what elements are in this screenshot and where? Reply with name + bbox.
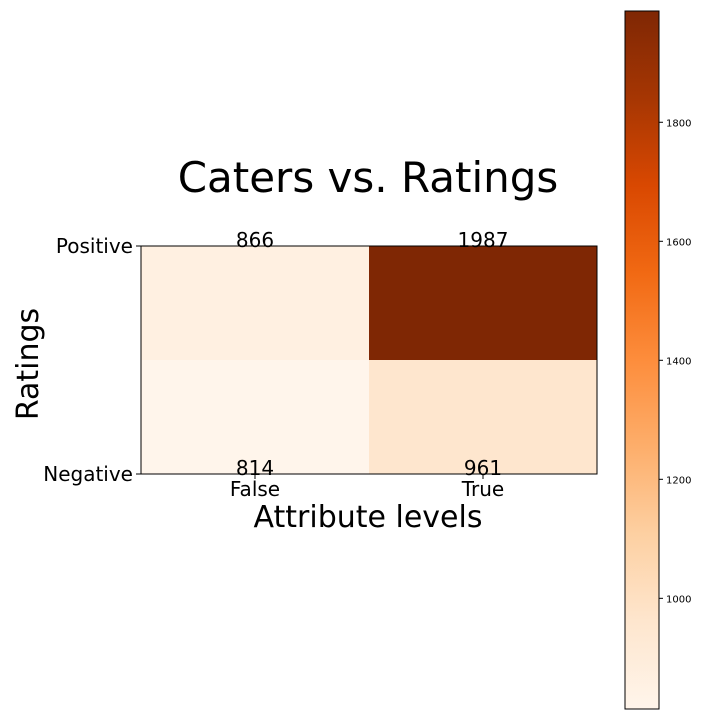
colorbar-tick-label: 1000 — [666, 594, 691, 605]
x-axis-label: Attribute levels — [254, 500, 483, 535]
colorbar-tick-label: 1200 — [666, 475, 691, 486]
heatmap-cell-true-positive — [369, 246, 597, 360]
y-axis-label: Ratings — [11, 308, 46, 420]
y-tick-label: Negative — [43, 462, 133, 486]
x-tick-label: False — [230, 477, 280, 501]
cell-value-label: 1987 — [458, 228, 509, 252]
chart-title: Caters vs. Ratings — [178, 153, 559, 202]
plot-frame — [140, 245, 598, 475]
heatmap-cell-false-positive — [141, 246, 369, 360]
heatmap-cell-false-negative — [141, 360, 369, 474]
y-tick-label: Positive — [56, 234, 133, 258]
colorbar-tick-label: 1800 — [666, 118, 691, 129]
heatmap-cell-true-negative — [369, 360, 597, 474]
colorbar-tick-label: 1400 — [666, 356, 691, 367]
colorbar-ticks: 1000 1200 1400 1600 1800 — [659, 118, 691, 605]
cell-value-label: 866 — [236, 228, 274, 252]
x-axis-ticks: False True — [230, 474, 504, 501]
colorbar — [624, 10, 660, 710]
x-tick-label: True — [461, 477, 504, 501]
y-axis-ticks: Positive Negative — [43, 234, 141, 486]
colorbar-tick-label: 1600 — [666, 237, 691, 248]
heatmap-cells — [141, 246, 597, 474]
